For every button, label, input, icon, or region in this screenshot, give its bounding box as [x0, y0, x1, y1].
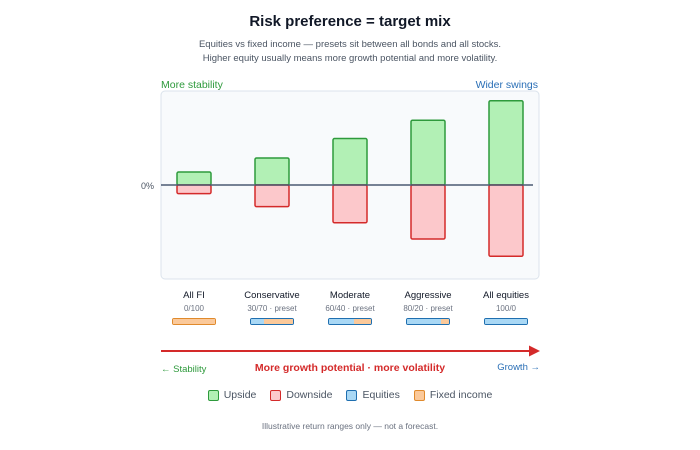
- legend: Upside Downside Equities Fixed income: [0, 389, 700, 401]
- legend-swatch-upside: [207, 389, 219, 401]
- upside-bar-all-equities: [488, 100, 524, 186]
- legend-label-upside: Upside: [223, 389, 257, 401]
- mix-label-moderate: 60/40 · preset: [325, 304, 375, 313]
- more-stability-label: More stability: [161, 79, 223, 91]
- mix-label-all-equities: 100/0: [495, 304, 517, 313]
- mix-bar-moderate: [328, 318, 372, 325]
- mix-bar-equities-conservative: [251, 319, 264, 324]
- category-label-aggressive: Aggressive: [404, 290, 452, 301]
- mix-bar-conservative: [250, 318, 294, 325]
- mix-bar-all-fi: [172, 318, 216, 325]
- mix-bar-fixed-income-moderate: [354, 319, 371, 324]
- legend-item-downside: Downside: [270, 389, 332, 401]
- mix-bar-equities-all-equities: [485, 319, 527, 324]
- category-aggressive: Aggressive 80/20 · preset: [378, 290, 478, 313]
- legend-label-equities: Equities: [362, 389, 400, 401]
- growth-volatility-label: More growth potential · more volatility: [254, 362, 446, 374]
- upside-bar-aggressive: [410, 119, 446, 186]
- legend-item-equities: Equities: [346, 389, 400, 401]
- stability-axis-label: ← Stability: [161, 364, 207, 375]
- zero-label: 0%: [141, 181, 154, 191]
- growth-axis-label: Growth →: [497, 362, 540, 373]
- legend-swatch-fixed-income: [413, 389, 425, 401]
- category-all-equities: All equities 100/0: [456, 290, 556, 313]
- mix-label-all-fi: 0/100: [183, 304, 205, 313]
- downside-bar-moderate: [332, 184, 368, 224]
- category-label-all-fi: All FI: [183, 290, 205, 301]
- category-conservative: Conservative 30/70 · preset: [222, 290, 322, 313]
- mix-label-conservative: 30/70 · preset: [247, 304, 297, 313]
- upside-bar-all-fi: [176, 171, 212, 186]
- mix-bar-equities-aggressive: [407, 319, 441, 324]
- downside-bar-aggressive: [410, 184, 446, 240]
- growth-arrowhead: [529, 345, 540, 357]
- downside-bar-conservative: [254, 184, 290, 208]
- mix-bar-equities-moderate: [329, 319, 355, 324]
- mix-bar-fixed-income-aggressive: [440, 319, 449, 324]
- upside-bar-moderate: [332, 137, 368, 186]
- legend-swatch-equities: [346, 389, 358, 401]
- legend-item-upside: Upside: [207, 389, 257, 401]
- mix-label-aggressive: 80/20 · preset: [403, 304, 453, 313]
- category-label-moderate: Moderate: [329, 290, 371, 301]
- legend-item-fixed-income: Fixed income: [413, 389, 493, 401]
- legend-label-fixed-income: Fixed income: [429, 389, 493, 401]
- category-label-all-equities: All equities: [483, 290, 529, 301]
- wider-swings-label: Wider swings: [475, 79, 538, 91]
- category-moderate: Moderate 60/40 · preset: [300, 290, 400, 313]
- chart-subtitle-line-2: Higher equity usually means more growth …: [202, 53, 498, 64]
- downside-bar-all-equities: [488, 184, 524, 258]
- chart-subtitle-line-1: Equities vs fixed income — presets sit b…: [198, 39, 502, 50]
- footnote: Illustrative return ranges only — not a …: [261, 421, 439, 431]
- mix-bar-aggressive: [406, 318, 450, 325]
- chart-title: Risk preference = target mix: [249, 13, 451, 30]
- upside-bar-conservative: [254, 157, 290, 186]
- mix-bar-fixed-income-conservative: [263, 319, 293, 324]
- category-label-conservative: Conservative: [244, 290, 300, 301]
- mix-bar-all-equities: [484, 318, 528, 325]
- downside-bar-all-fi: [176, 184, 212, 195]
- mix-bar-fixed-income-all-fi: [173, 319, 215, 324]
- legend-swatch-downside: [270, 389, 282, 401]
- category-all-fi: All FI 0/100: [144, 290, 244, 313]
- legend-label-downside: Downside: [286, 389, 333, 401]
